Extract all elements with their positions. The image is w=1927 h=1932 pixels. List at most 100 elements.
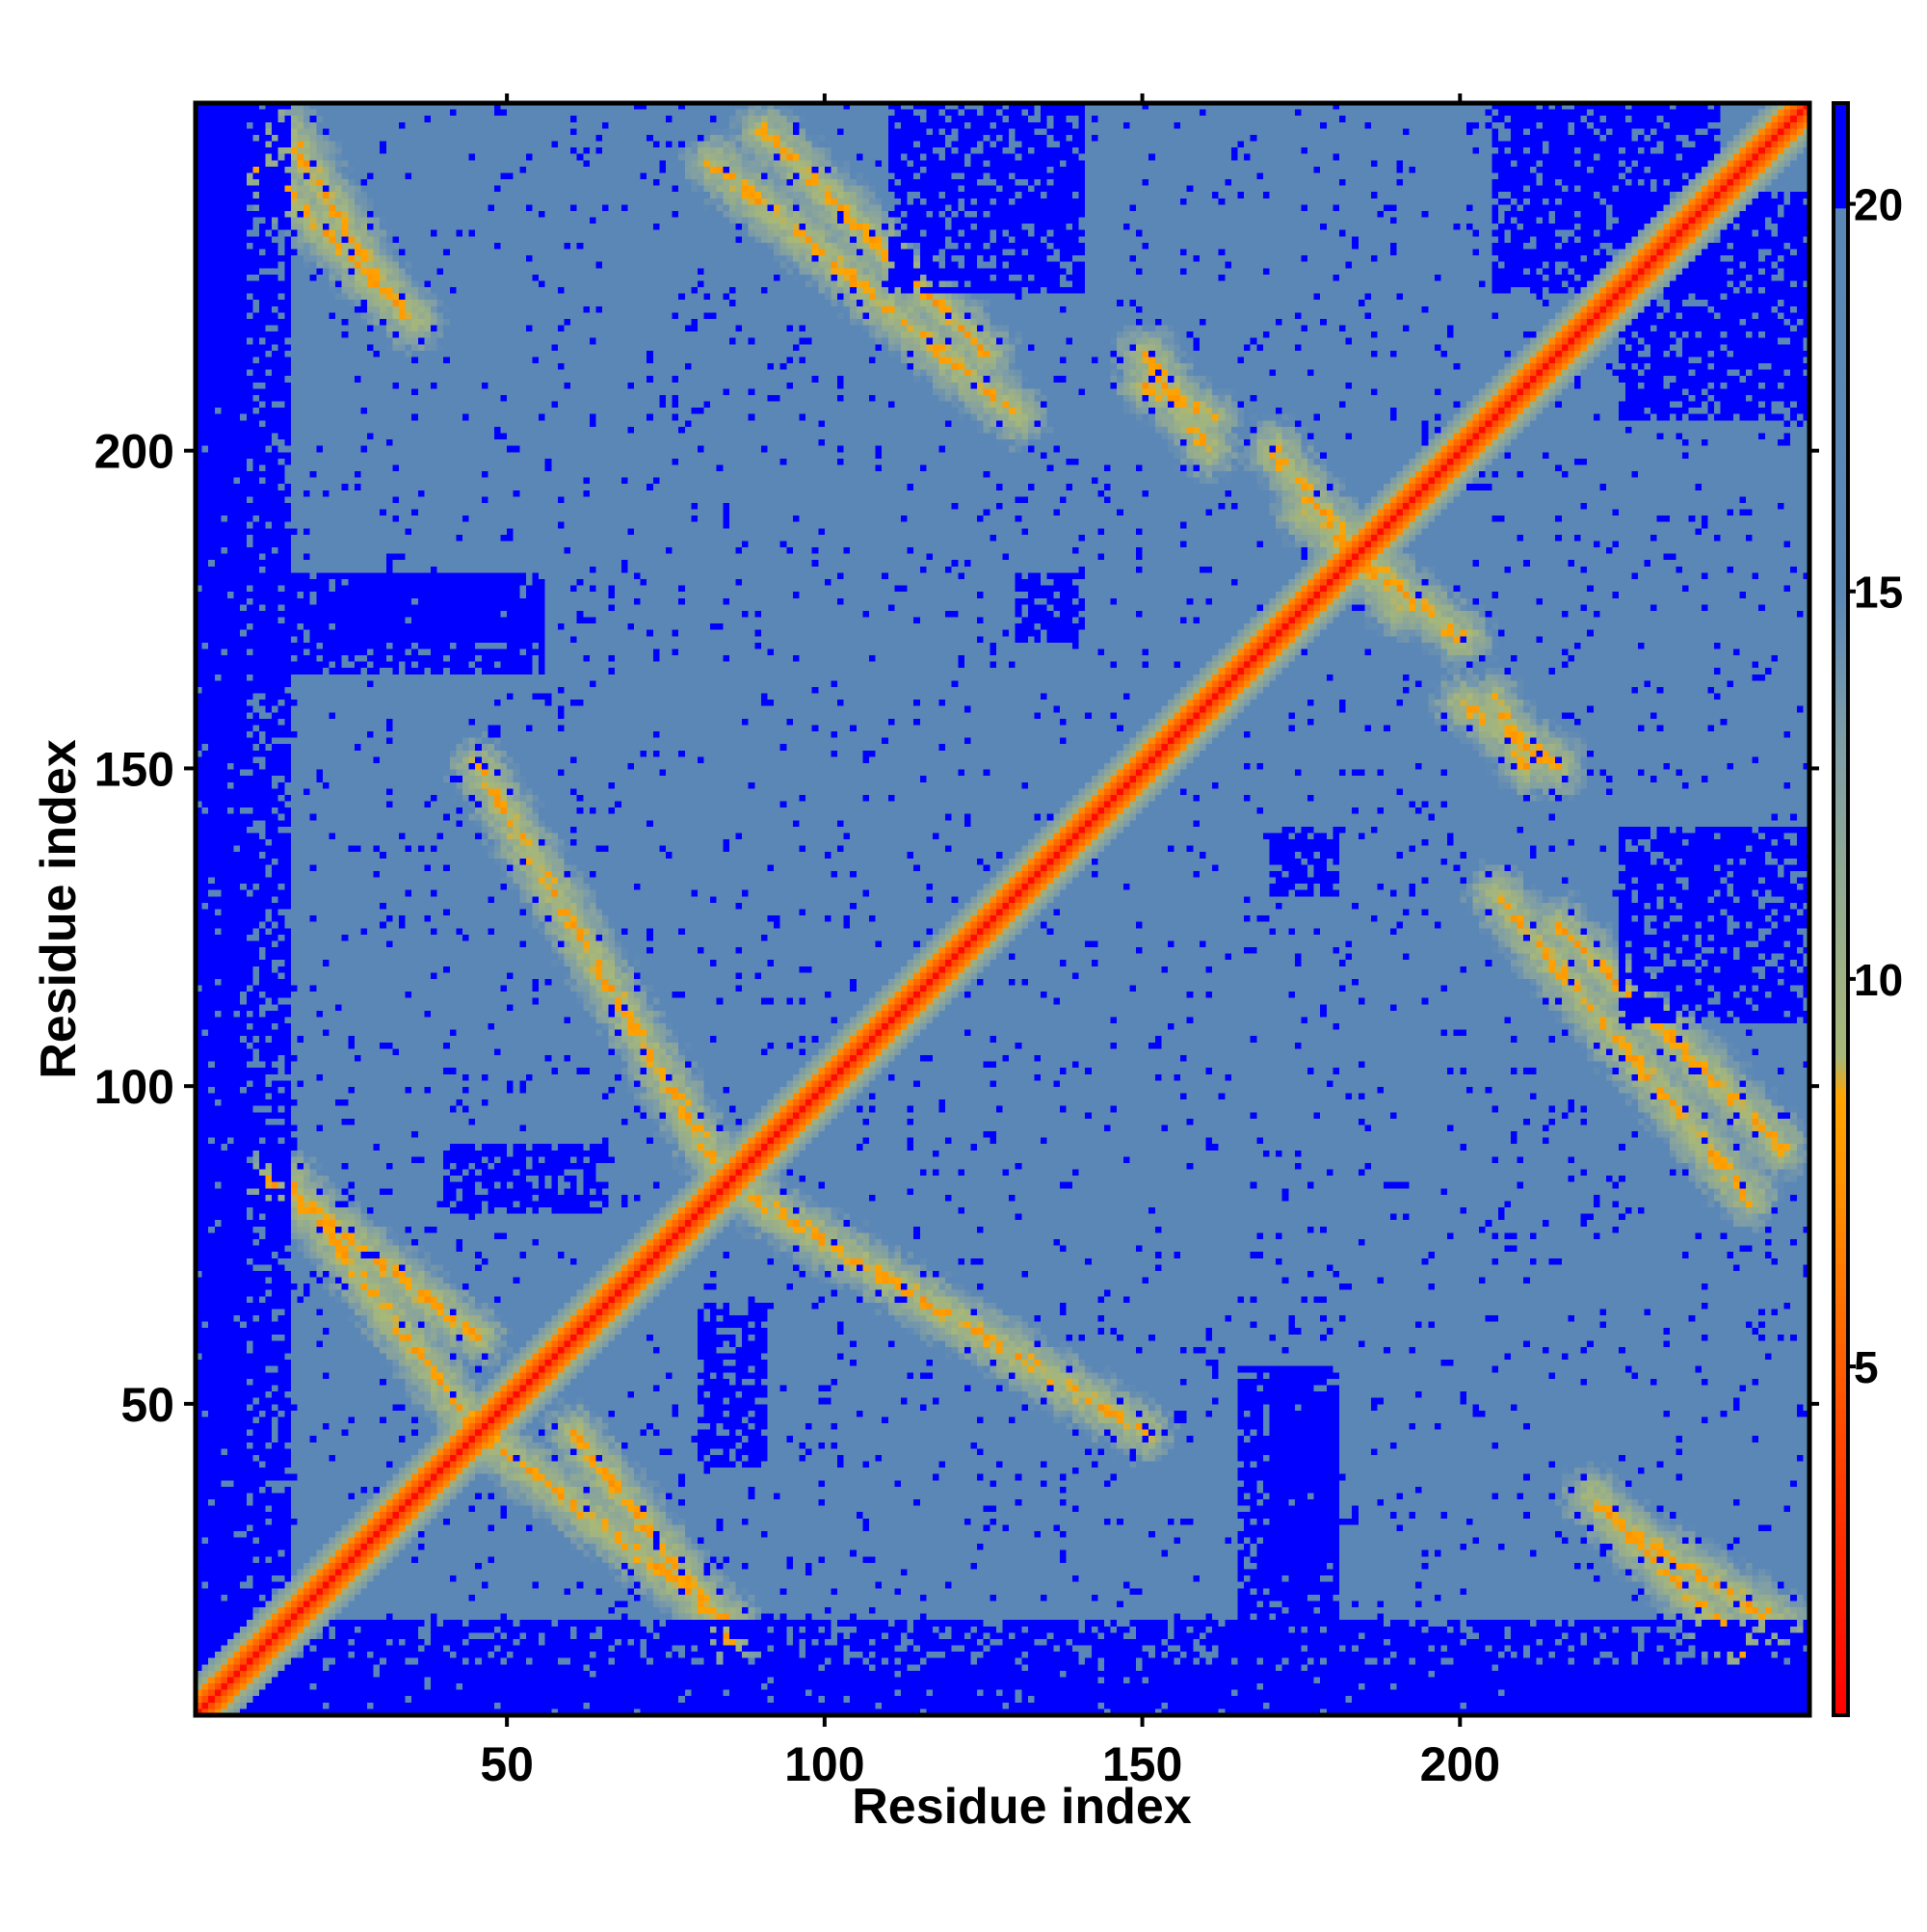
- colorbar-segment: [1834, 288, 1848, 298]
- colorbar-segment: [1834, 1601, 1848, 1611]
- colorbar-segment: [1834, 353, 1848, 362]
- colorbar-segment: [1834, 127, 1848, 137]
- colorbar-segment: [1834, 1522, 1848, 1531]
- colorbar-segment: [1834, 836, 1848, 846]
- colorbar-segment: [1834, 1400, 1848, 1410]
- colorbar-segment: [1834, 602, 1848, 612]
- plot-frame: [193, 100, 1812, 1718]
- colorbar-segment: [1834, 966, 1848, 975]
- colorbar-segment: [1834, 441, 1848, 451]
- colorbar-segment: [1834, 465, 1848, 475]
- colorbar-segment: [1834, 940, 1848, 950]
- colorbar-segment: [1834, 1594, 1848, 1603]
- colorbar-segment: [1834, 384, 1848, 394]
- colorbar-segment: [1834, 1352, 1848, 1362]
- colorbar-segment: [1834, 1328, 1848, 1337]
- colorbar-segment: [1834, 1062, 1848, 1072]
- colorbar-segment: [1834, 1086, 1848, 1096]
- colorbar-segment: [1834, 1618, 1848, 1628]
- colorbar-segment: [1834, 1247, 1848, 1257]
- colorbar-segment: [1834, 1263, 1848, 1273]
- colorbar-segment: [1834, 1078, 1848, 1088]
- colorbar-segment: [1834, 901, 1848, 911]
- colorbar-segment: [1834, 1094, 1848, 1103]
- colorbar-segment: [1834, 1199, 1848, 1208]
- colorbar-segment: [1834, 1529, 1848, 1539]
- colorbar-segment: [1834, 1029, 1848, 1039]
- colorbar-segment: [1834, 1651, 1848, 1660]
- colorbar-segment: [1834, 667, 1848, 676]
- colorbar-segment: [1834, 521, 1848, 531]
- colorbar-segment: [1834, 167, 1848, 176]
- colorbar-segment: [1834, 570, 1848, 580]
- colorbar-segment: [1834, 683, 1848, 693]
- colorbar-segment: [1834, 192, 1848, 200]
- colorbar-segment: [1834, 1070, 1848, 1079]
- colorbar-segment: [1834, 892, 1848, 902]
- colorbar-segment: [1834, 1038, 1848, 1047]
- colorbar-segment: [1834, 1110, 1848, 1120]
- colorbar-segment: [1834, 1054, 1848, 1064]
- colorbar-segment: [1834, 763, 1848, 773]
- colorbar-segment: [1834, 595, 1848, 604]
- colorbar-segment: [1834, 997, 1848, 1007]
- colorbar-segment: [1834, 514, 1848, 523]
- colorbar-segment: [1834, 973, 1848, 983]
- colorbar-segment: [1834, 715, 1848, 725]
- colorbar-segment: [1834, 788, 1848, 797]
- colorbar-tick-label: 10: [1854, 955, 1903, 1005]
- colorbar: 5 10 15 20: [1832, 101, 1903, 1717]
- colorbar-segment: [1834, 1675, 1848, 1684]
- colorbar-segment: [1834, 1207, 1848, 1216]
- x-axis-ticks: 50 100 150 200: [480, 93, 1500, 1791]
- colorbar-segment: [1834, 401, 1848, 410]
- colorbar-segment: [1834, 796, 1848, 806]
- colorbar-segment: [1834, 772, 1848, 781]
- colorbar-segment: [1834, 1642, 1848, 1652]
- colorbar-segment: [1834, 449, 1848, 459]
- colorbar-segment: [1834, 1344, 1848, 1354]
- colorbar-segment: [1834, 804, 1848, 813]
- colorbar-segment: [1834, 957, 1848, 966]
- colorbar-segment: [1834, 103, 1848, 112]
- colorbar-segment: [1834, 1682, 1848, 1692]
- colorbar-segment: [1834, 1320, 1848, 1330]
- colorbar-segment: [1834, 1182, 1848, 1192]
- colorbar-segment: [1834, 199, 1848, 209]
- heatmap-layer: [196, 103, 1809, 1715]
- colorbar-segment: [1834, 425, 1848, 435]
- colorbar-segment: [1834, 1158, 1848, 1168]
- colorbar-segment: [1834, 1045, 1848, 1055]
- colorbar-frame: [1832, 101, 1850, 1717]
- colorbar-segment: [1834, 336, 1848, 346]
- y-axis-label: Residue index: [31, 739, 87, 1079]
- colorbar-segment: [1834, 916, 1848, 926]
- colorbar-segment: [1834, 925, 1848, 935]
- colorbar-segment: [1834, 1707, 1848, 1716]
- colorbar-segment: [1834, 240, 1848, 250]
- colorbar-segment: [1834, 1287, 1848, 1297]
- y-tick-label: 100: [94, 1060, 174, 1114]
- colorbar-segment: [1834, 490, 1848, 499]
- colorbar-segment: [1834, 1666, 1848, 1676]
- colorbar-segment: [1834, 231, 1848, 241]
- colorbar-segment: [1834, 1271, 1848, 1281]
- colorbar-segment: [1834, 151, 1848, 161]
- colorbar-segment: [1834, 159, 1848, 169]
- colorbar-segment: [1834, 1336, 1848, 1345]
- colorbar-segment: [1834, 1014, 1848, 1023]
- colorbar-segment: [1834, 1368, 1848, 1378]
- colorbar-segment: [1834, 562, 1848, 571]
- colorbar-segment: [1834, 224, 1848, 233]
- colorbar-segment: [1834, 1118, 1848, 1127]
- colorbar-segment: [1834, 1191, 1848, 1201]
- colorbar-segment: [1834, 626, 1848, 636]
- colorbar-segment: [1834, 707, 1848, 717]
- colorbar-segment: [1834, 724, 1848, 733]
- colorbar-segment: [1834, 497, 1848, 507]
- colorbar-segment: [1834, 264, 1848, 274]
- colorbar-segment: [1834, 1658, 1848, 1668]
- colorbar-segment: [1834, 1586, 1848, 1596]
- colorbar-segment: [1834, 433, 1848, 442]
